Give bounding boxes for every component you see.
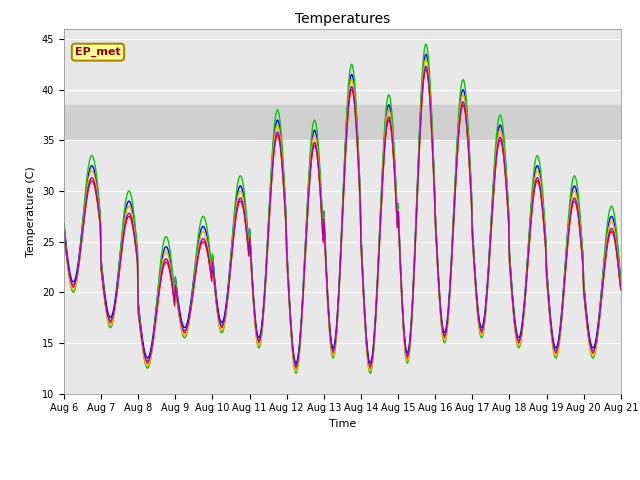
CNR1_PRT <box>422 41 430 47</box>
PanelT <box>568 194 575 200</box>
PanelT <box>60 221 68 227</box>
PanelT <box>292 360 300 366</box>
Legend: AirT, PanelT, CNR1_PRT, AM25T_PRT, li77_temp: AirT, PanelT, CNR1_PRT, AM25T_PRT, li77_… <box>120 478 564 480</box>
li77_temp <box>206 264 214 270</box>
AM25T_PRT <box>422 56 430 62</box>
AirT <box>206 267 214 273</box>
Y-axis label: Temperature (C): Temperature (C) <box>26 166 36 257</box>
li77_temp <box>60 228 68 234</box>
AM25T_PRT <box>182 331 190 337</box>
AM25T_PRT <box>445 312 452 318</box>
PanelT <box>617 277 625 283</box>
li77_temp <box>292 363 300 369</box>
AM25T_PRT <box>335 299 342 305</box>
Line: PanelT: PanelT <box>64 54 621 363</box>
li77_temp <box>335 297 342 302</box>
li77_temp <box>422 63 430 69</box>
CNR1_PRT <box>182 333 190 339</box>
Line: li77_temp: li77_temp <box>64 66 621 366</box>
li77_temp <box>568 205 575 211</box>
PanelT <box>335 291 342 297</box>
CNR1_PRT <box>60 221 68 227</box>
AirT <box>292 365 300 371</box>
AirT <box>568 208 575 214</box>
Bar <box>64 105 621 140</box>
li77_temp <box>182 326 190 332</box>
AirT <box>617 287 625 293</box>
PanelT <box>445 305 452 311</box>
Line: CNR1_PRT: CNR1_PRT <box>64 44 621 373</box>
AirT <box>182 328 190 334</box>
CNR1_PRT <box>568 185 575 191</box>
CNR1_PRT <box>335 298 342 303</box>
AirT <box>445 311 452 317</box>
li77_temp <box>617 284 625 290</box>
Line: AirT: AirT <box>64 69 621 368</box>
AM25T_PRT <box>292 369 300 374</box>
li77_temp <box>389 140 397 145</box>
CNR1_PRT <box>389 120 397 126</box>
AM25T_PRT <box>568 199 575 205</box>
CNR1_PRT <box>206 251 214 257</box>
CNR1_PRT <box>292 371 300 376</box>
li77_temp <box>445 309 452 314</box>
X-axis label: Time: Time <box>329 419 356 429</box>
PanelT <box>206 255 214 261</box>
AM25T_PRT <box>617 283 625 289</box>
PanelT <box>182 323 190 329</box>
Text: EP_met: EP_met <box>75 47 121 57</box>
AirT <box>422 66 430 72</box>
AM25T_PRT <box>60 228 68 233</box>
AirT <box>389 143 397 148</box>
AM25T_PRT <box>389 134 397 140</box>
AirT <box>60 231 68 237</box>
CNR1_PRT <box>617 277 625 283</box>
AirT <box>335 299 342 304</box>
PanelT <box>422 51 430 57</box>
AM25T_PRT <box>206 261 214 266</box>
PanelT <box>389 129 397 134</box>
Title: Temperatures: Temperatures <box>295 12 390 26</box>
CNR1_PRT <box>445 313 452 319</box>
Line: AM25T_PRT: AM25T_PRT <box>64 59 621 372</box>
